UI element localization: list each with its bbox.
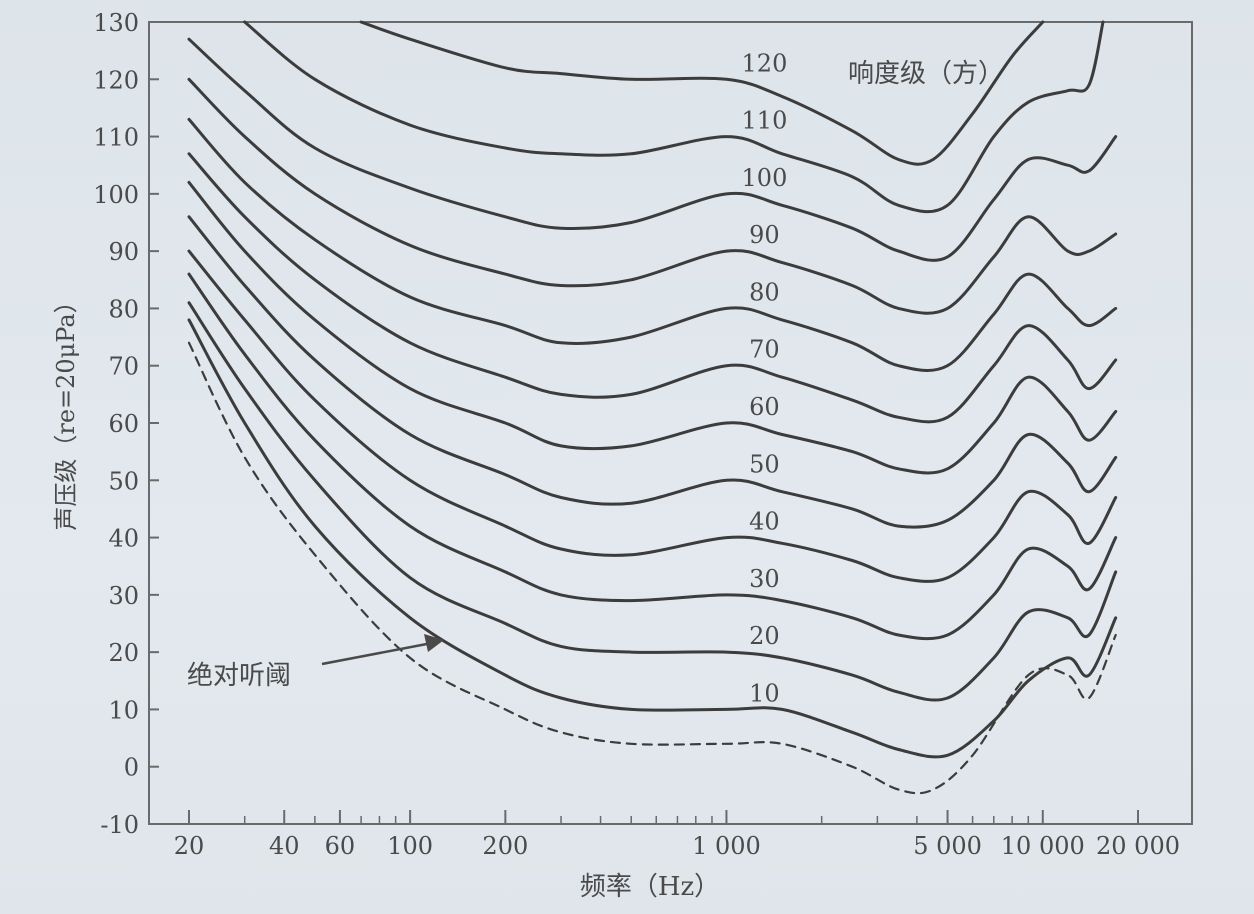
y-axis: -10 0 10 20 30 40 50 60 70 80 90 100 110 120 130 [93, 9, 159, 839]
loudness-curve-90 [187, 77, 1118, 315]
loudness-curve-40 [187, 249, 1118, 583]
y-tick-label: 0 [124, 754, 139, 782]
curve-label-50: 50 [749, 450, 780, 478]
curve-label-120: 120 [742, 49, 788, 77]
curve-label-60: 60 [749, 393, 780, 421]
x-tick-label: 5 000 [913, 832, 982, 860]
series-label-title: 响度级（方） [848, 59, 1004, 89]
loudness-curve-60 [187, 180, 1118, 475]
loudness-curve-110 [243, 20, 1105, 214]
curve-labels: 10 20 30 40 50 60 70 80 90 100 110 120 [742, 49, 788, 707]
y-tick-label: 120 [93, 66, 139, 94]
y-tick-label: 80 [108, 295, 139, 323]
y-tick-label: 20 [108, 639, 139, 667]
y-tick-label: 10 [108, 696, 139, 724]
curve-label-110: 110 [742, 107, 788, 135]
loudness-curve-50 [187, 215, 1118, 529]
x-tick-label: 10 000 [1001, 832, 1085, 860]
y-tick-label: 90 [108, 238, 139, 266]
loudness-curve-30 [187, 272, 1118, 641]
x-tick-label: 60 [325, 832, 356, 860]
x-tick-label: 1 000 [692, 832, 761, 860]
threshold-arrow-head [424, 634, 444, 652]
y-tick-label: 130 [93, 9, 139, 37]
x-tick-label: 100 [387, 832, 433, 860]
curve-label-20: 20 [749, 622, 780, 650]
curve-label-90: 90 [749, 221, 780, 249]
curve-label-80: 80 [749, 278, 780, 306]
curve-label-10: 10 [749, 679, 780, 707]
loudness-curve-80 [187, 117, 1118, 372]
x-tick-label: 20 000 [1096, 832, 1180, 860]
y-tick-label: 30 [108, 582, 139, 610]
curves [187, 20, 1118, 795]
y-tick-label: 70 [108, 353, 139, 381]
y-axis-label: 声压级（re=20μPa） [52, 289, 80, 530]
loudness-curve-100 [187, 37, 1118, 262]
loudness-curve-120 [359, 20, 1045, 166]
x-tick-label: 40 [269, 832, 300, 860]
threshold-curve [187, 341, 1117, 795]
curve-label-30: 30 [749, 565, 780, 593]
curve-label-100: 100 [742, 164, 788, 192]
threshold-arrow-line [321, 641, 433, 666]
y-tick-label: 40 [108, 525, 139, 553]
threshold-annotation: 绝对听阈 [187, 661, 291, 691]
x-axis-label: 频率（Hz） [580, 872, 720, 902]
loudness-curve-70 [187, 152, 1118, 424]
y-tick-label: 110 [93, 124, 139, 152]
y-tick-label: 60 [108, 410, 139, 438]
curve-label-40: 40 [749, 508, 780, 536]
loudness-curve-10 [187, 318, 1118, 759]
x-tick-label: 200 [482, 832, 528, 860]
loudness-curve-20 [187, 301, 1118, 702]
y-tick-label: 100 [93, 181, 139, 209]
y-tick-label: -10 [100, 811, 139, 839]
x-axis: 20 40 60 100 200 1 000 5 000 10 000 20 000 [174, 810, 1180, 860]
y-tick-label: 50 [108, 467, 139, 495]
x-tick-label: 20 [174, 832, 205, 860]
curve-label-70: 70 [749, 336, 780, 364]
